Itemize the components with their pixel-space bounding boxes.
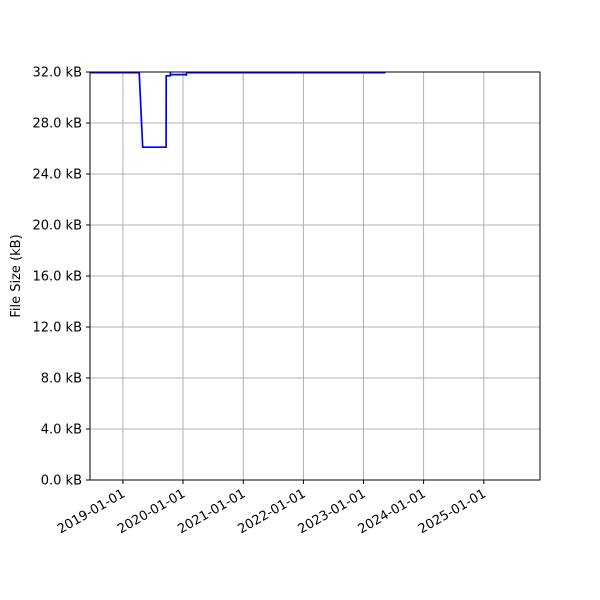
- y-axis: 0.0 kB 4.0 kB 8.0 kB 12.0 kB 16.0 kB 20.0 kB 2…: [32, 66, 90, 489]
- y-tick-label: 28.0 kB: [32, 117, 82, 132]
- y-tick-label: 24.0 kB: [32, 168, 82, 183]
- x-tick-label: 2020-01-01: [115, 486, 188, 537]
- x-axis: 2019-01-012020-01-012021-01-012022-01-01…: [55, 480, 489, 537]
- y-axis-label: File Size (kB): [9, 234, 24, 317]
- y-tick-label: 20.0 kB: [32, 219, 82, 234]
- series-line: [90, 71, 386, 149]
- x-tick-label: 2021-01-01: [175, 486, 248, 537]
- y-tick-label: 4.0 kB: [41, 423, 82, 438]
- y-tick-label: 12.0 kB: [32, 321, 82, 336]
- x-tick-label: 2022-01-01: [235, 486, 308, 537]
- y-tick-label: 0.0 kB: [41, 474, 82, 489]
- x-tick-label: 2023-01-01: [296, 486, 369, 537]
- x-tick-label: 2025-01-01: [416, 486, 489, 537]
- y-tick-label: 16.0 kB: [32, 270, 82, 285]
- x-tick-label: 2024-01-01: [356, 486, 429, 537]
- y-tick-label: 8.0 kB: [41, 372, 82, 387]
- grid: [90, 71, 540, 481]
- x-tick-label: 2019-01-01: [55, 486, 128, 537]
- y-tick-label: 32.0 kB: [32, 66, 82, 81]
